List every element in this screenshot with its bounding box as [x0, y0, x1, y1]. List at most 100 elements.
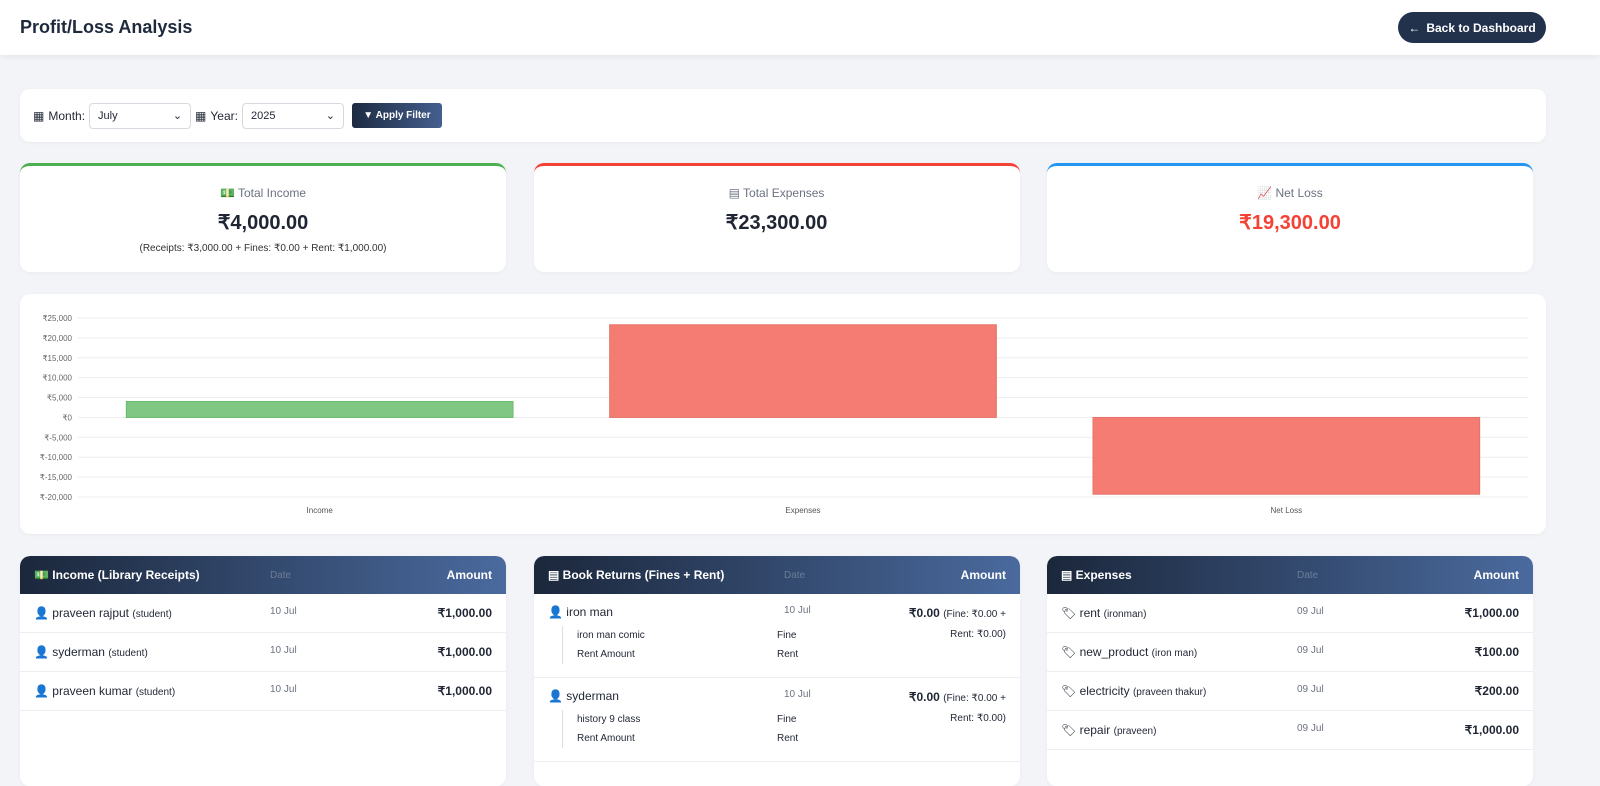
returns-title: Book Returns (Fines + Rent): [562, 568, 725, 582]
amount: ₹1,000.00: [1464, 606, 1519, 620]
y-tick-label: ₹15,000: [42, 354, 72, 363]
year-label: Year:: [210, 108, 238, 123]
amount-detail: (Fine: ₹0.00 +: [943, 693, 1006, 704]
date: 09 Jul: [1297, 723, 1324, 734]
date: 10 Jul: [270, 645, 297, 656]
tag-icon: 🏷: [1061, 684, 1077, 698]
stat-value: ₹23,300.00: [725, 212, 828, 234]
stat-card: 📈 Net Loss ₹19,300.00: [1047, 163, 1533, 272]
amount-detail: Rent: ₹0.00): [950, 629, 1006, 640]
stat-card: ▤ Total Expenses ₹23,300.00: [533, 163, 1020, 272]
table-row: 🏷 rent (ironman) 09 Jul ₹1,000.00: [1047, 594, 1533, 633]
book-icon: ▤: [548, 568, 563, 582]
book-item: iron man comic Fine: [577, 626, 802, 645]
student-name: praveen kumar: [52, 684, 133, 698]
item-type: Fine: [777, 630, 797, 641]
table-row: 👤 praveen kumar (student) 10 Jul ₹1,000.…: [20, 672, 506, 711]
date: 09 Jul: [1297, 684, 1324, 695]
table-row: 🏷 new_product (iron man) 09 Jul ₹100.00: [1047, 633, 1533, 672]
month-label: Month:: [48, 108, 86, 123]
book-item: Rent Amount Rent: [577, 645, 802, 664]
item-label: history 9 class: [577, 714, 641, 725]
amount: ₹100.00: [1474, 645, 1519, 659]
stat-value: ₹4,000.00: [217, 212, 309, 234]
user-icon: 👤: [34, 606, 49, 620]
table-row: 👤 syderman 10 Jul ₹0.00 (Fine: ₹0.00 + Re…: [534, 678, 1020, 762]
user-icon: 👤: [548, 689, 563, 703]
table-row: 🏷 repair (praveen) 09 Jul ₹1,000.00: [1047, 711, 1533, 750]
role: (student): [135, 687, 176, 698]
tag-icon: 🏷: [1061, 645, 1077, 659]
y-tick-label: ₹-20,000: [40, 493, 73, 502]
expense-by: (ironman): [1103, 609, 1147, 620]
y-tick-label: ₹25,000: [42, 314, 72, 323]
apply-filter-button[interactable]: ▼ Apply Filter: [351, 103, 442, 128]
date: 10 Jul: [270, 606, 297, 617]
year-value: 2025: [250, 109, 276, 122]
amount-header: Amount: [1473, 568, 1519, 582]
student-name: syderman: [566, 689, 619, 703]
y-tick-label: ₹-15,000: [40, 473, 73, 482]
back-label: Back to Dashboard: [1426, 20, 1536, 35]
x-tick-label: Income: [307, 506, 334, 515]
student-name: praveen rajput: [52, 606, 130, 620]
y-tick-label: ₹5,000: [47, 394, 73, 403]
stat-label: Total Income: [238, 186, 307, 200]
expense-name: rent: [1079, 606, 1101, 620]
chart-svg: ₹25,000 ₹20,000 ₹15,000 ₹10,000 ₹5,000 ₹0 ₹-5,…: [40, 314, 1528, 515]
y-tick-label: ₹10,000: [42, 374, 72, 383]
apply-label: Apply Filter: [375, 110, 431, 121]
student-name: syderman: [52, 645, 105, 659]
date: 10 Jul: [784, 605, 811, 616]
chevron-down-icon: ⌄: [325, 110, 335, 122]
table-row: 👤 iron man 10 Jul ₹0.00 (Fine: ₹0.00 + Re…: [534, 594, 1020, 678]
role: (student): [108, 648, 148, 659]
book-item: Rent Amount Rent: [577, 729, 802, 748]
amount: ₹1,000.00: [437, 606, 492, 620]
income-table-header: 💵 Income (Library Receipts) Date Amount: [20, 556, 506, 594]
calendar-icon: ▦: [33, 108, 45, 123]
expense-by: (praveen thakur): [1132, 687, 1207, 698]
year-select[interactable]: 2025 ⌄: [241, 102, 344, 129]
stat-value: ₹19,300.00: [1239, 212, 1341, 234]
arrow-left-icon: ←: [1408, 20, 1421, 35]
expense-name: new_product: [1079, 645, 1149, 659]
amount: ₹200.00: [1474, 684, 1519, 698]
amount: ₹0.00: [908, 690, 940, 704]
money-icon: 💵: [219, 186, 238, 200]
x-tick-label: Expenses: [785, 506, 820, 515]
filter-icon: ▼: [363, 110, 374, 121]
back-to-dashboard-button[interactable]: ← Back to Dashboard: [1398, 12, 1546, 43]
date: 09 Jul: [1297, 606, 1324, 617]
calendar-icon: ▦: [195, 108, 207, 123]
bar-income: [125, 401, 514, 418]
book-item: history 9 class Fine: [577, 710, 802, 729]
chevron-down-icon: ⌄: [172, 110, 183, 122]
amount: ₹1,000.00: [1464, 723, 1519, 737]
table-row: 🏷 electricity (praveen thakur) 09 Jul ₹2…: [1047, 672, 1533, 711]
expense-name: repair: [1079, 723, 1111, 737]
date-header: Date: [270, 569, 292, 581]
y-tick-label: ₹-5,000: [44, 433, 72, 442]
item-label: Rent Amount: [577, 733, 635, 744]
receipt-icon: ▤: [1061, 568, 1076, 582]
table-row: 👤 praveen rajput (student) 10 Jul ₹1,000…: [20, 594, 506, 633]
amount: ₹0.00: [908, 606, 940, 620]
amount: ₹1,000.00: [437, 645, 492, 659]
date-header: Date: [1297, 569, 1319, 581]
date: 10 Jul: [270, 684, 297, 695]
expenses-table-header: ▤ Expenses Date Amount: [1047, 556, 1533, 594]
stat-breakdown: (Receipts: ₹3,000.00 + Fines: ₹0.00 + Re…: [139, 243, 387, 254]
amount-detail: Rent: ₹0.00): [950, 713, 1006, 724]
item-type: Fine: [777, 714, 797, 725]
student-name: iron man: [566, 605, 613, 619]
month-select[interactable]: July ⌄: [89, 102, 192, 129]
money-icon: 💵: [34, 568, 53, 582]
y-tick-label: ₹0: [62, 413, 72, 422]
stat-card: 💵 Total Income ₹4,000.00 (Receipts: ₹3,0…: [20, 163, 506, 272]
bar-expenses: [609, 324, 997, 418]
table-row: 👤 syderman (student) 10 Jul ₹1,000.00: [20, 633, 506, 672]
y-tick-label: ₹-10,000: [40, 453, 73, 462]
income-title: Income (Library Receipts): [52, 568, 200, 582]
expenses-table: ▤ Expenses Date Amount 🏷 rent (ironman) 09…: [1047, 556, 1533, 786]
